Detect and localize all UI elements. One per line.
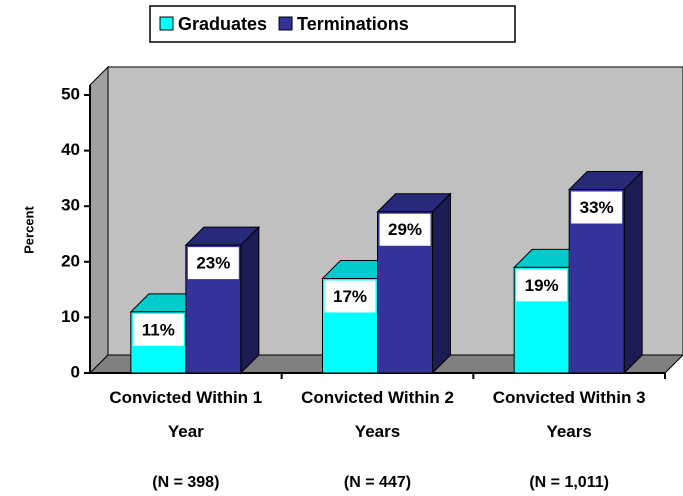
- bar-side: [623, 170, 643, 375]
- value-label: 19%: [525, 276, 559, 295]
- value-label-box: [187, 247, 239, 280]
- category-note: (N = 1,011): [529, 474, 609, 491]
- y-tick-label: 0: [71, 362, 80, 381]
- legend: Graduates Terminations: [149, 5, 516, 43]
- value-label: 11%: [142, 320, 175, 339]
- y-axis-label: Percent: [21, 205, 36, 253]
- value-label: 23%: [196, 254, 230, 273]
- legend-swatch: [278, 16, 293, 31]
- value-label-box: [571, 191, 623, 224]
- y-tick-label: 50: [61, 84, 80, 103]
- y-tick-label: 30: [61, 196, 80, 215]
- x-tick-label: Convicted Within 1 Year: [109, 388, 263, 441]
- bar-side: [240, 225, 260, 375]
- x-tick-label: Convicted Within 3 Years: [492, 388, 646, 441]
- bar-side: [432, 192, 451, 375]
- value-label-box: [379, 213, 431, 246]
- value-label-box: [324, 280, 376, 313]
- y-tick-label: 20: [61, 251, 80, 270]
- legend-box: [149, 5, 516, 43]
- category-note: (N = 398): [152, 474, 220, 491]
- value-label-box: [516, 269, 568, 302]
- legend-swatch: [159, 16, 174, 31]
- side-wall: [89, 65, 109, 375]
- value-label: 29%: [388, 220, 422, 239]
- value-label-box: [132, 313, 184, 346]
- y-tick-label: 10: [61, 307, 80, 326]
- x-tick-label: Convicted Within 2 Years: [301, 388, 454, 441]
- y-tick-label: 40: [61, 140, 80, 159]
- legend-label: Terminations: [297, 14, 409, 34]
- value-label: 33%: [580, 198, 614, 217]
- legend-label: Graduates: [178, 14, 267, 34]
- value-label: 17%: [333, 287, 367, 306]
- category-note: (N = 447): [343, 474, 412, 491]
